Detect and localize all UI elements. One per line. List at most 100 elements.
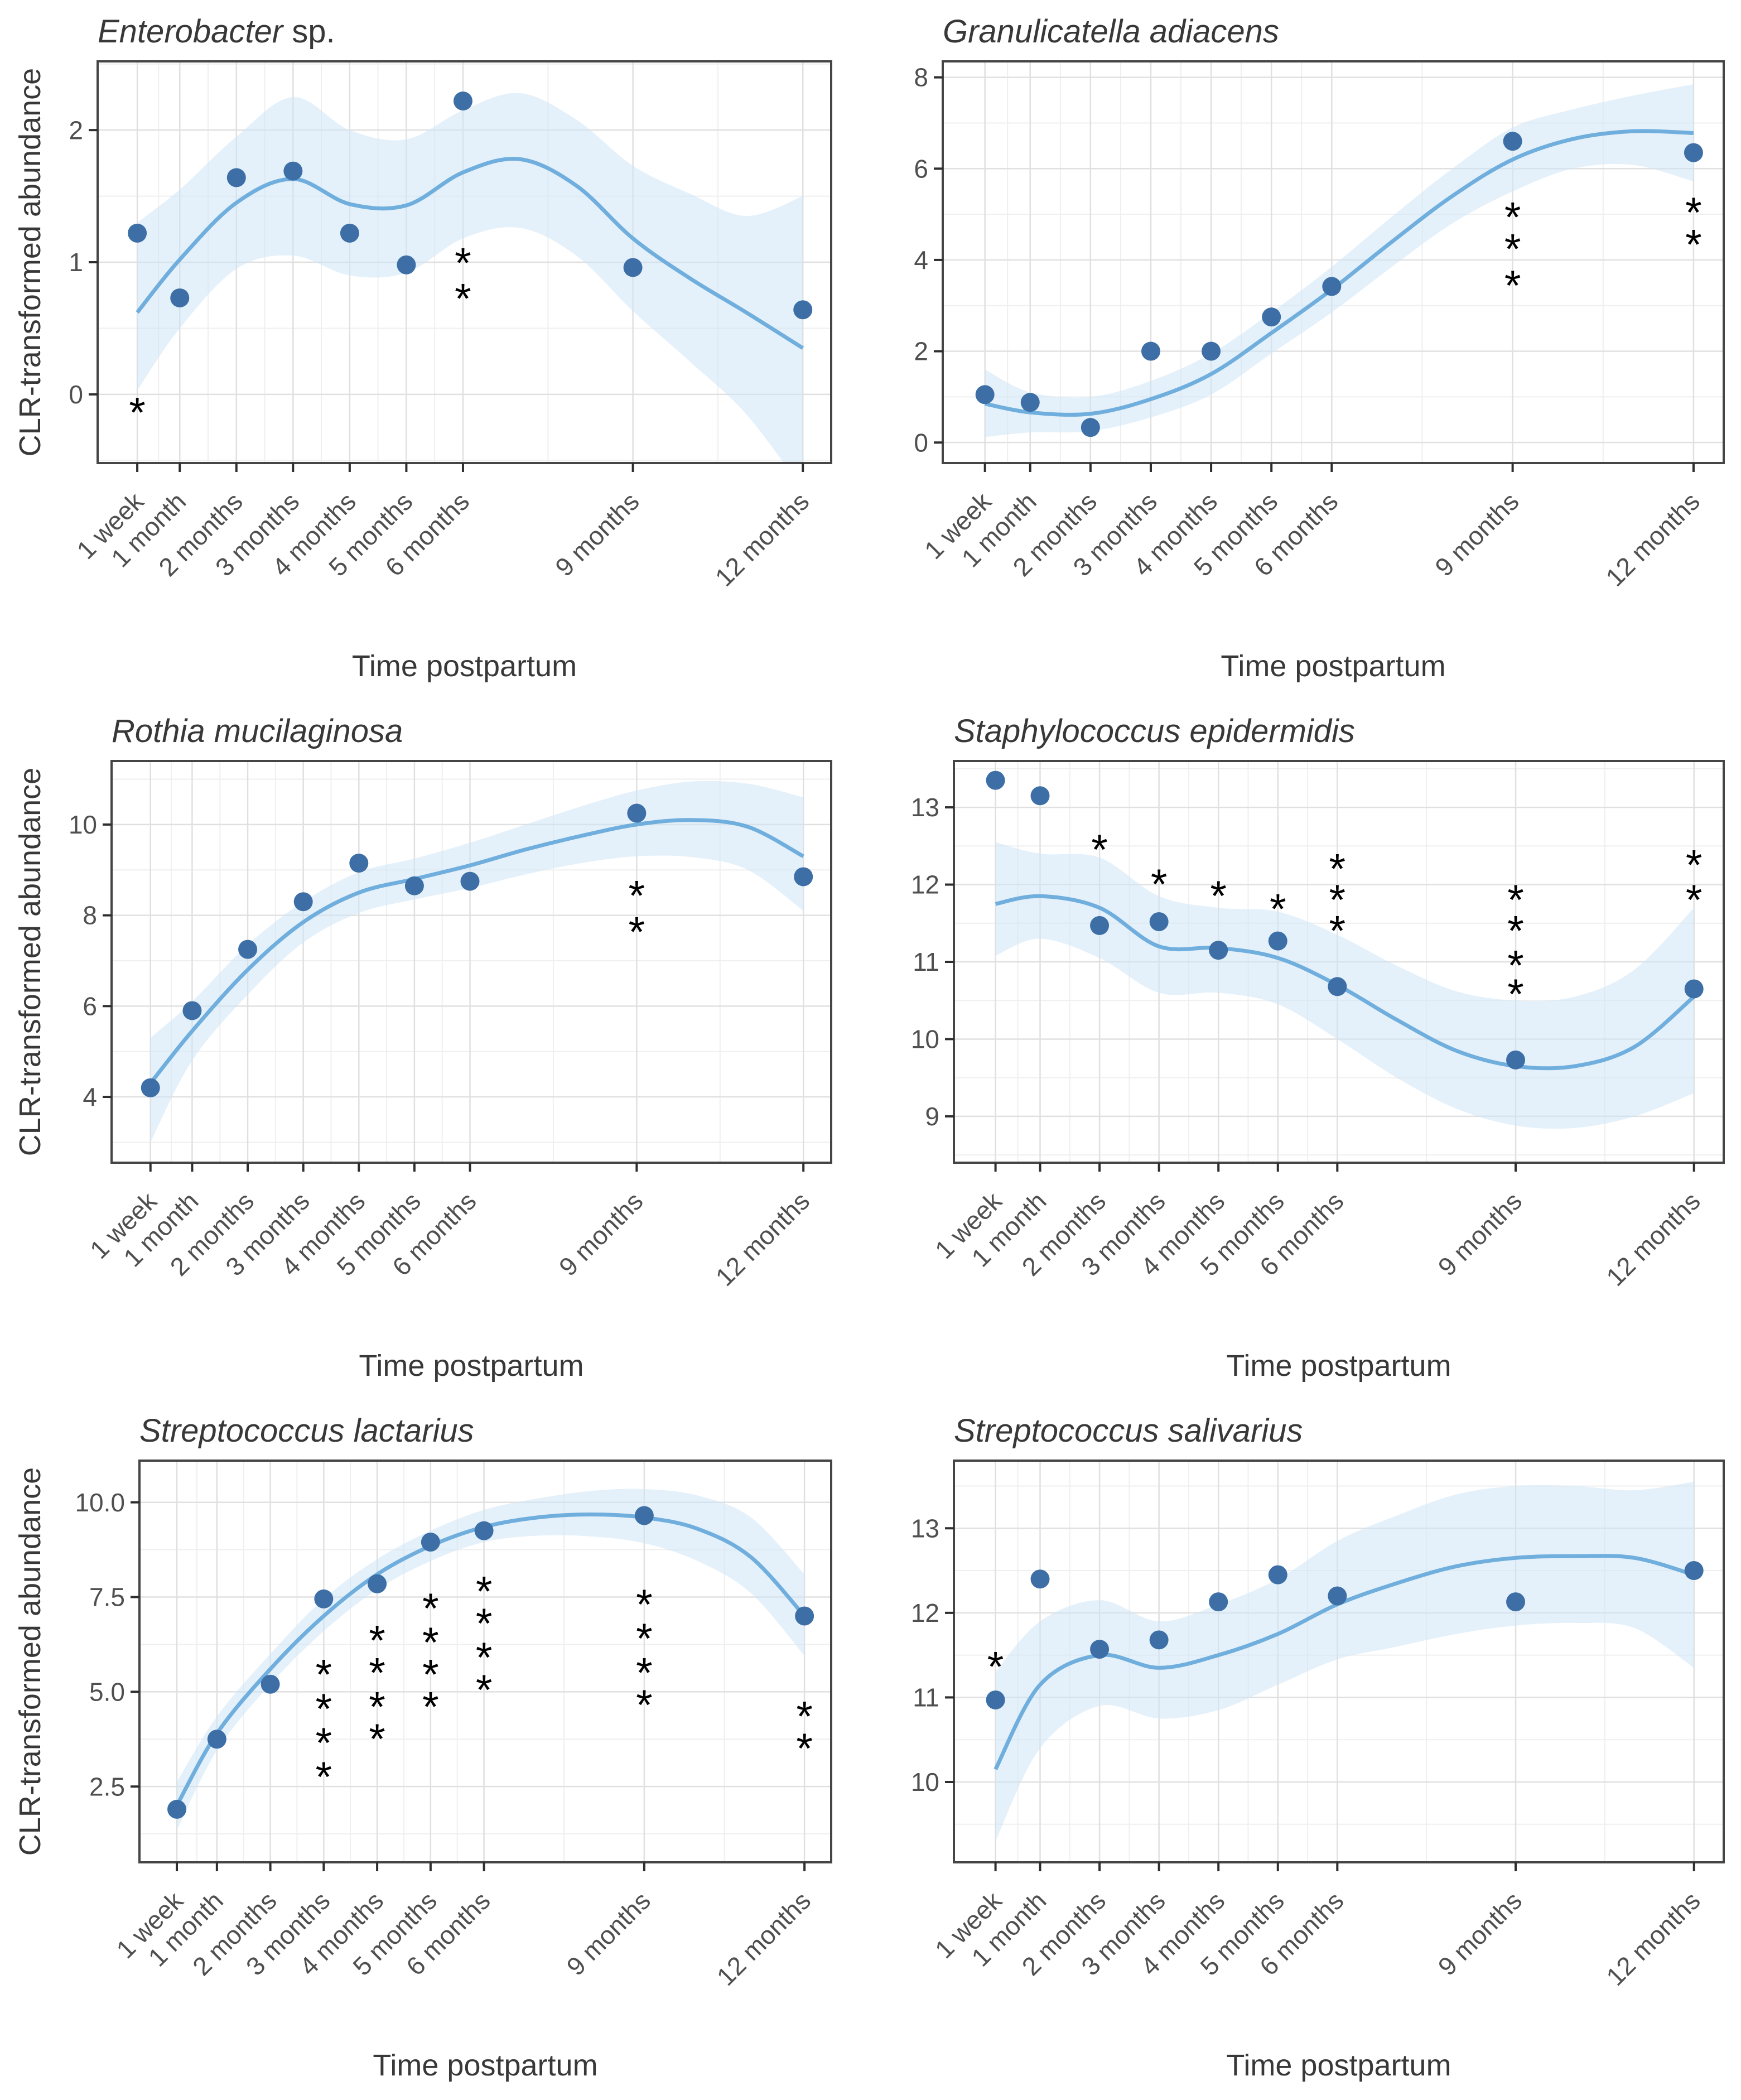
data-point xyxy=(627,803,647,823)
data-point xyxy=(1030,1569,1050,1589)
data-point xyxy=(1268,1565,1287,1584)
y-tick-label: 12 xyxy=(911,870,939,899)
panel-title-species: Streptococcus lactarius xyxy=(139,1413,474,1449)
significance-star: * xyxy=(629,908,645,956)
significance-star: * xyxy=(1329,846,1346,893)
panel-title-species: Staphylococcus epidermidis xyxy=(954,713,1355,749)
y-tick-label: 6 xyxy=(83,991,97,1020)
significance-star: * xyxy=(422,1651,439,1699)
panel-title: Streptococcus salivarius xyxy=(954,1413,1303,1449)
data-point xyxy=(1506,1592,1526,1612)
significance-star: * xyxy=(316,1720,332,1767)
significance-star: * xyxy=(476,1600,493,1648)
data-point xyxy=(1090,1640,1110,1659)
data-point xyxy=(1262,307,1281,327)
data-point xyxy=(986,770,1005,790)
significance-star: * xyxy=(422,1619,439,1666)
data-point xyxy=(1684,143,1703,162)
x-axis-title: Time postpartum xyxy=(352,649,577,683)
significance-star: * xyxy=(476,1634,493,1682)
y-tick-label: 11 xyxy=(913,1683,939,1712)
data-point xyxy=(170,288,190,307)
panel-border xyxy=(138,1460,832,1863)
significance-star: * xyxy=(455,276,471,323)
y-axis-title: CLR-transformed abundance xyxy=(13,68,47,456)
panel-granulicatella-adiacens: * * * * * 0 2 4 6 8 1 week 1 month 2 months 3 months 4… xyxy=(870,0,1741,700)
significance-star: * xyxy=(1329,876,1346,924)
data-point xyxy=(167,1799,187,1819)
y-tick-label: 7.5 xyxy=(89,1583,125,1612)
data-point xyxy=(474,1521,494,1540)
significance-star: * xyxy=(796,1693,813,1740)
data-point xyxy=(793,300,813,320)
data-point xyxy=(182,1001,202,1020)
significance-star: * xyxy=(422,1585,439,1632)
significance-star: * xyxy=(1507,942,1524,990)
confidence-ribbon xyxy=(137,93,803,463)
panel-border xyxy=(953,1460,1725,1863)
y-tick-label: 2 xyxy=(69,115,83,145)
significance-star: * xyxy=(476,1568,493,1615)
panel-title: Enterobacter sp. xyxy=(98,13,335,50)
x-axis-title: Time postpartum xyxy=(1221,649,1445,683)
panel-title-species: Streptococcus salivarius xyxy=(954,1413,1303,1449)
data-point xyxy=(421,1533,440,1552)
significance-star: * xyxy=(1504,262,1521,310)
panel-title-species: Granulicatella adiacens xyxy=(943,13,1279,50)
data-point xyxy=(368,1574,387,1593)
significance-star: * xyxy=(422,1683,439,1731)
significance-star: * xyxy=(1270,886,1286,933)
y-tick-label: 8 xyxy=(83,901,97,930)
y-tick-label: 10 xyxy=(911,1767,939,1796)
panel-title-species: Enterobacter xyxy=(98,13,284,50)
smooth-line xyxy=(175,1512,806,1807)
y-tick-label: 0 xyxy=(914,428,928,457)
panel-border xyxy=(942,60,1725,464)
data-point xyxy=(1322,277,1342,296)
data-point xyxy=(1684,1561,1704,1581)
significance-star: * xyxy=(636,1581,653,1629)
significance-star: * xyxy=(629,872,645,919)
data-point xyxy=(460,871,480,891)
data-point xyxy=(141,1078,160,1097)
data-point xyxy=(404,876,424,895)
data-point xyxy=(226,168,246,187)
data-point xyxy=(261,1674,280,1694)
panel-staphylococcus-epidermidis: * * * * * * * * * * * * * 9 10 11 12 13 1 week 1 month 2 mon… xyxy=(870,700,1741,1399)
y-tick-label: 2.5 xyxy=(89,1772,125,1801)
data-point xyxy=(794,867,813,887)
y-tick-label: 5.0 xyxy=(89,1677,125,1706)
data-point xyxy=(634,1506,654,1525)
data-point xyxy=(1149,912,1169,931)
data-point xyxy=(1506,1050,1526,1070)
data-point xyxy=(314,1589,334,1608)
significance-star: * xyxy=(1507,971,1524,1018)
data-point xyxy=(283,161,303,181)
y-tick-label: 4 xyxy=(914,245,928,274)
y-axis-title: CLR-transformed abundance xyxy=(13,1467,47,1856)
significance-star: * xyxy=(1504,194,1521,241)
panel-title-suffix: sp. xyxy=(283,13,335,50)
data-point xyxy=(1209,941,1228,960)
significance-star: * xyxy=(316,1685,332,1733)
panel-title: Granulicatella adiacens xyxy=(943,13,1279,50)
data-point xyxy=(397,255,416,274)
data-point xyxy=(1328,1586,1347,1606)
data-point xyxy=(1030,786,1050,806)
x-axis-title: Time postpartum xyxy=(359,1349,583,1383)
data-point xyxy=(1209,1592,1228,1612)
data-point xyxy=(1684,979,1704,999)
chart-streptococcus-lactarius: ******************** **2.55.07.510.01 wee… xyxy=(0,1399,870,2099)
significance-star: * xyxy=(636,1682,653,1729)
significance-star: * xyxy=(1507,876,1524,924)
data-point xyxy=(293,892,313,912)
data-point xyxy=(1503,132,1522,151)
y-tick-label: 4 xyxy=(83,1082,97,1111)
y-tick-label: 10 xyxy=(911,1025,939,1054)
significance-star: * xyxy=(796,1725,813,1773)
significance-star: * xyxy=(987,1644,1004,1691)
significance-star: * xyxy=(369,1617,385,1665)
